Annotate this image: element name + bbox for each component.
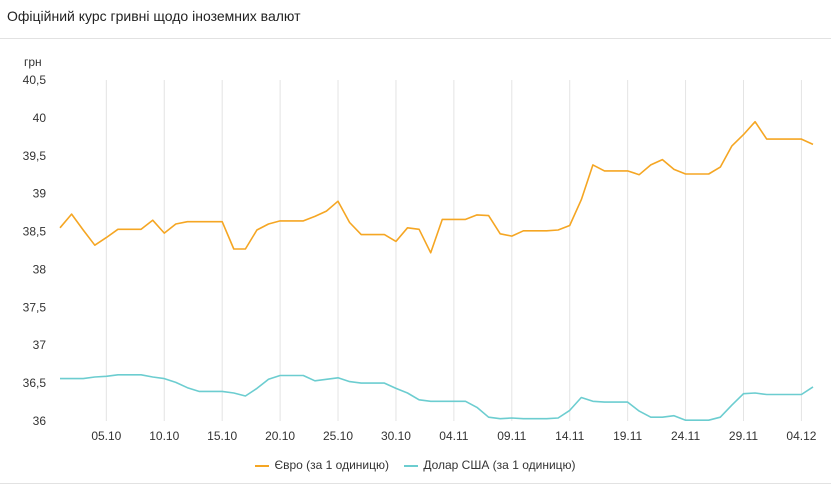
- x-tick-label: 29.11: [729, 429, 758, 443]
- y-tick-label: 39,5: [23, 149, 47, 163]
- x-axis-ticks: 05.10 10.10 15.10 20.10 25.10 30.10 04.11 09.11…: [91, 429, 816, 443]
- x-tick-label: 10.10: [149, 429, 179, 443]
- legend-label-usd: Долар США (за 1 одиницю): [423, 458, 576, 472]
- x-tick-label: 04.11: [439, 429, 468, 443]
- x-tick-label: 05.10: [91, 429, 121, 443]
- x-tick-label: 30.10: [381, 429, 411, 443]
- x-tick-label: 09.11: [497, 429, 526, 443]
- exchange-rate-chart: грн 40,5 40 39,5 39 38,5 38 37,5 37 36,5 36 05.10…: [23, 55, 817, 443]
- x-tick-label: 19.11: [613, 429, 642, 443]
- y-tick-label: 37,5: [23, 300, 47, 314]
- chart-header: Офіційний курс гривні щодо іноземних вал…: [0, 0, 831, 39]
- y-tick-label: 40: [33, 111, 47, 125]
- y-tick-label: 39: [33, 187, 47, 201]
- x-tick-label: 20.10: [265, 429, 295, 443]
- x-tick-label: 25.10: [323, 429, 353, 443]
- y-tick-label: 37: [33, 338, 47, 352]
- usd-series-line: [60, 373, 814, 422]
- chart-title: Офіційний курс гривні щодо іноземних вал…: [7, 8, 301, 24]
- footer-divider: [0, 483, 831, 484]
- grid-lines: [105, 80, 802, 421]
- x-tick-label: 15.10: [207, 429, 237, 443]
- y-tick-label: 38,5: [23, 225, 47, 239]
- legend-item-euro[interactable]: Євро (за 1 одиницю): [255, 458, 389, 472]
- legend: Євро (за 1 одиницю) Долар США (за 1 один…: [0, 458, 831, 472]
- x-tick-label: 24.11: [671, 429, 700, 443]
- x-tick-label: 14.11: [555, 429, 584, 443]
- legend-item-usd[interactable]: Долар США (за 1 одиницю): [404, 458, 576, 472]
- y-axis-label: грн: [24, 55, 42, 69]
- x-tick-label: 04.12: [786, 429, 816, 443]
- y-tick-label: 40,5: [23, 73, 47, 87]
- y-axis-ticks: 40,5 40 39,5 39 38,5 38 37,5 37 36,5 36: [23, 73, 47, 428]
- legend-swatch-euro: [255, 464, 270, 467]
- legend-swatch-usd: [404, 464, 419, 467]
- y-tick-label: 36,5: [23, 376, 47, 390]
- series-lines: [59, 120, 814, 422]
- y-tick-label: 36: [33, 414, 47, 428]
- euro-series-line: [59, 120, 814, 254]
- y-tick-label: 38: [33, 262, 47, 276]
- legend-label-euro: Євро (за 1 одиницю): [274, 458, 389, 472]
